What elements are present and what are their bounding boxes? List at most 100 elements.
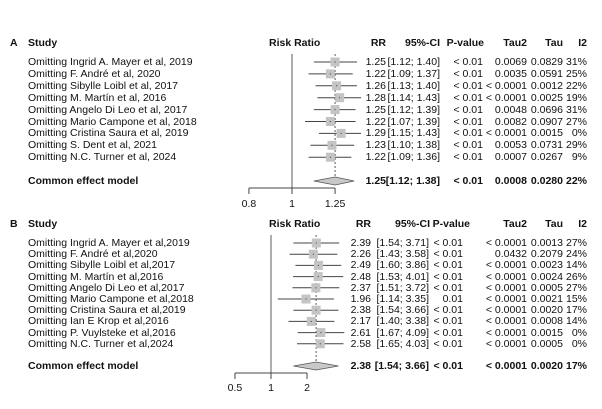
ci-value: [1.15; 1.43] [387, 127, 440, 140]
i2-value: 17% [565, 304, 587, 317]
tau-value: 0.0731 [530, 139, 563, 152]
i2-value: 27% [565, 115, 587, 128]
pooled-p-value: < 0.01 [433, 360, 464, 372]
ci-value: [1.14; 1.43] [387, 91, 440, 104]
study-label: Omitting Mario Campone et al, 2018 [28, 115, 197, 128]
header-study: Study [28, 218, 58, 230]
ci-value: [1.09; 1.37] [387, 67, 440, 80]
rr-value: 1.22 [365, 151, 386, 164]
i2-value: 0% [571, 326, 587, 339]
tau-value: 0.0005 [530, 337, 563, 350]
tau-value: 0.0015 [530, 326, 563, 339]
header-i2: I2 [578, 37, 587, 49]
p-value: < 0.01 [453, 103, 484, 116]
ci-value: [1.07; 1.39] [387, 115, 440, 128]
ci-value: [1.09; 1.36] [387, 151, 440, 164]
tau2-value: < 0.0001 [485, 79, 527, 92]
p-value: < 0.01 [433, 281, 464, 294]
tau-value: 0.0025 [530, 91, 563, 104]
header-tau2: Tau2 [503, 218, 527, 230]
p-value: < 0.01 [453, 127, 484, 140]
ci-value: [1.10; 1.38] [387, 139, 440, 152]
ci-value: [1.51; 3.72] [376, 281, 429, 294]
p-value: < 0.01 [453, 151, 484, 164]
p-value: < 0.01 [453, 67, 484, 80]
pooled-diamond [313, 176, 355, 186]
p-value: < 0.01 [433, 315, 464, 328]
header-i2: I2 [578, 218, 587, 230]
p-value: 0.01 [442, 293, 463, 305]
study-label: Omitting Sibylle Loibl et al,2017 [28, 259, 176, 272]
tau2-value: < 0.0001 [485, 281, 527, 294]
tau-value: 0.0015 [530, 127, 563, 140]
study-label: Omitting N.C. Turner et al,2024 [28, 337, 174, 350]
i2-value: 14% [565, 315, 587, 328]
p-value: < 0.01 [433, 304, 464, 317]
tau2-value: 0.0432 [494, 248, 527, 261]
rr-value: 1.28 [365, 91, 386, 104]
ci-value: [1.43; 3.58] [376, 248, 429, 261]
i2-value: 24% [565, 248, 587, 261]
header-tau: Tau [545, 218, 563, 230]
header-ci: 95%-CI [394, 218, 430, 230]
tau-value: 0.0829 [530, 56, 563, 68]
header-risk-ratio: Risk Ratio [269, 37, 321, 49]
x-tick-label: 0.5 [227, 382, 243, 394]
tau2-value: < 0.0001 [485, 304, 527, 317]
pooled-ci: [1.54; 3.66] [374, 360, 429, 372]
x-tick-label: 2 [304, 382, 310, 394]
tau2-value: 0.0007 [494, 151, 527, 164]
ci-value: [1.12; 1.40] [387, 56, 440, 68]
pooled-p-value: < 0.01 [453, 175, 484, 187]
p-value: < 0.01 [433, 259, 464, 272]
ci-value: [1.14; 3.35] [376, 293, 429, 305]
tau-value: 0.0013 [530, 237, 563, 249]
rr-value: 2.58 [350, 337, 371, 350]
rr-value: 2.26 [350, 248, 371, 261]
ci-value: [1.60; 3.86] [376, 259, 429, 272]
header-tau: Tau [545, 37, 563, 49]
p-value: < 0.01 [433, 248, 464, 261]
study-label: Omitting M. Martín et al,2016 [28, 270, 164, 283]
tau2-value: 0.0048 [494, 103, 527, 116]
rr-value: 2.39 [350, 237, 371, 249]
tau-value: 0.0012 [530, 79, 563, 92]
i2-value: 0% [571, 337, 587, 350]
rr-value: 1.96 [350, 293, 371, 305]
rr-value: 2.61 [350, 326, 371, 339]
tau2-value: < 0.0001 [485, 91, 527, 104]
tau-value: 0.0023 [530, 259, 563, 272]
study-label: Omitting S. Dent et al, 2021 [28, 139, 157, 152]
tau-value: 0.0020 [530, 304, 563, 317]
study-label: Omitting P. Vuylsteke et al,2016 [28, 326, 176, 339]
header-study: Study [28, 37, 58, 49]
header-rr: RR [355, 218, 371, 230]
i2-value: 29% [565, 139, 587, 152]
pooled-label: Common effect model [28, 360, 139, 372]
p-value: < 0.01 [433, 326, 464, 339]
rr-value: 1.25 [365, 103, 386, 116]
x-tick-label: 0.8 [241, 198, 257, 210]
header-risk-ratio: Risk Ratio [269, 218, 321, 230]
study-label: Omitting Angelo Di Leo et al, 2017 [28, 103, 188, 116]
p-value: < 0.01 [453, 56, 484, 68]
pooled-tau2: 0.0008 [494, 175, 527, 187]
study-label: Omitting Cristina Saura et al, 2019 [28, 127, 189, 140]
panel-label: B [10, 218, 18, 230]
p-value: < 0.01 [453, 139, 484, 152]
rr-value: 2.17 [350, 315, 371, 328]
tau2-value: < 0.0001 [485, 259, 527, 272]
study-label: Omitting N.C. Turner et al, 2024 [28, 151, 177, 164]
tau2-value: < 0.0001 [485, 270, 527, 283]
panel-label: A [10, 37, 18, 49]
tau-value: 0.0021 [530, 293, 563, 305]
ci-value: [1.13; 1.40] [387, 79, 440, 92]
pooled-rr: 2.38 [350, 360, 371, 372]
ci-value: [1.67; 4.09] [376, 326, 429, 339]
ci-value: [1.53; 4.01] [376, 270, 429, 283]
tau2-value: 0.0053 [494, 139, 527, 152]
tau-value: 0.0696 [530, 103, 563, 116]
tau2-value: < 0.0001 [485, 326, 527, 339]
tau-value: 0.0024 [530, 270, 563, 283]
